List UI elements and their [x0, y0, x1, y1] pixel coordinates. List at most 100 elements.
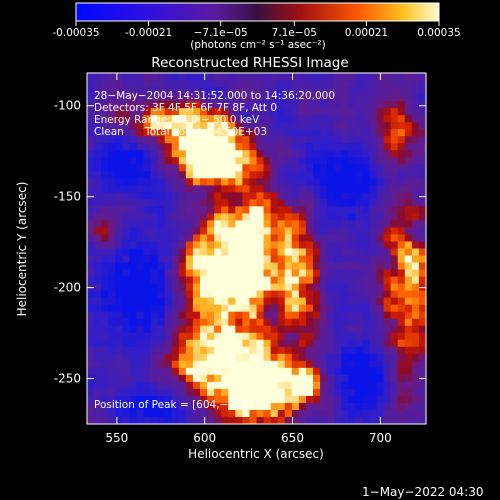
- heatmap-pixel: [143, 297, 151, 306]
- heatmap-pixel: [284, 178, 293, 186]
- heatmap-pixel: [376, 402, 385, 411]
- heatmap-pixel: [362, 416, 370, 425]
- heatmap-pixel: [320, 367, 328, 376]
- heatmap-pixel: [235, 318, 243, 327]
- heatmap-pixel: [411, 332, 420, 341]
- heatmap-pixel: [383, 87, 392, 95]
- heatmap-pixel: [284, 416, 293, 425]
- heatmap-pixel: [383, 374, 392, 383]
- heatmap-pixel: [298, 150, 307, 158]
- heatmap-pixel: [411, 409, 420, 418]
- heatmap-pixel: [270, 318, 279, 327]
- heatmap-pixel: [291, 276, 300, 284]
- heatmap-pixel: [320, 388, 328, 397]
- heatmap-pixel: [249, 87, 257, 95]
- heatmap-pixel: [341, 157, 349, 165]
- heatmap-pixel: [171, 374, 180, 383]
- heatmap-pixel: [249, 409, 257, 418]
- heatmap-pixel: [171, 248, 180, 256]
- heatmap-pixel: [115, 374, 123, 383]
- heatmap-pixel: [348, 227, 356, 235]
- heatmap-pixel: [115, 381, 123, 390]
- heatmap-pixel: [101, 367, 109, 376]
- heatmap-pixel: [228, 304, 236, 313]
- heatmap-pixel: [129, 311, 137, 320]
- heatmap-pixel: [249, 73, 257, 81]
- heatmap-pixel: [129, 199, 137, 207]
- heatmap-pixel: [411, 206, 420, 214]
- heatmap-pixel: [129, 227, 137, 235]
- heatmap-pixel: [313, 283, 321, 292]
- heatmap-pixel: [101, 409, 109, 418]
- heatmap-pixel: [334, 220, 342, 228]
- heatmap-pixel: [242, 346, 250, 355]
- heatmap-pixel: [129, 332, 137, 341]
- heatmap-pixel: [150, 185, 159, 193]
- heatmap-pixel: [284, 255, 293, 263]
- heatmap-pixel: [383, 346, 392, 355]
- heatmap-pixel: [136, 381, 144, 390]
- heatmap-pixel: [327, 80, 335, 88]
- heatmap-pixel: [397, 381, 406, 390]
- heatmap-pixel: [390, 276, 399, 284]
- heatmap-pixel: [129, 94, 137, 102]
- heatmap-pixel: [185, 206, 194, 214]
- heatmap-pixel: [313, 290, 321, 299]
- heatmap-pixel: [376, 367, 385, 376]
- heatmap-pixel: [249, 150, 257, 158]
- heatmap-pixel: [348, 199, 356, 207]
- heatmap-pixel: [192, 276, 201, 284]
- heatmap-pixel: [397, 150, 406, 158]
- heatmap-pixel: [214, 101, 222, 109]
- heatmap-pixel: [284, 171, 293, 179]
- heatmap-pixel: [284, 332, 293, 341]
- heatmap-pixel: [397, 353, 406, 362]
- heatmap-pixel: [150, 318, 159, 327]
- heatmap-pixel: [383, 248, 392, 256]
- heatmap-pixel: [313, 108, 321, 116]
- heatmap-pixel: [101, 94, 109, 102]
- heatmap-pixel: [228, 367, 236, 376]
- heatmap-pixel: [115, 276, 123, 284]
- heatmap-pixel: [369, 143, 377, 151]
- heatmap-pixel: [404, 227, 413, 235]
- annotation-total-counts: Total counts: 4.50E+03: [144, 126, 267, 138]
- heatmap-pixel: [157, 143, 166, 151]
- heatmap-pixel: [411, 227, 420, 235]
- heatmap-pixel: [143, 80, 151, 88]
- heatmap-pixel: [284, 304, 293, 313]
- heatmap-pixel: [122, 213, 130, 221]
- heatmap-pixel: [327, 346, 335, 355]
- heatmap-pixel: [256, 171, 264, 179]
- heatmap-pixel: [320, 381, 328, 390]
- heatmap-pixel: [115, 143, 123, 151]
- heatmap-pixel: [256, 346, 264, 355]
- heatmap-pixel: [115, 115, 123, 123]
- heatmap-pixel: [164, 367, 173, 376]
- heatmap-pixel: [185, 360, 194, 369]
- heatmap-pixel: [200, 290, 208, 299]
- heatmap-pixel: [87, 220, 95, 228]
- heatmap-pixel: [178, 213, 187, 221]
- heatmap-pixel: [362, 115, 370, 123]
- heatmap-pixel: [348, 346, 356, 355]
- heatmap-pixel: [397, 241, 406, 249]
- heatmap-pixel: [87, 101, 95, 109]
- heatmap-pixel: [305, 206, 314, 214]
- heatmap-pixel: [143, 276, 151, 284]
- heatmap-pixel: [334, 171, 342, 179]
- heatmap-pixel: [200, 234, 208, 242]
- heatmap-pixel: [101, 395, 109, 404]
- heatmap-pixel: [242, 129, 250, 137]
- heatmap-pixel: [192, 115, 201, 123]
- heatmap-pixel: [242, 150, 250, 158]
- heatmap-pixel: [313, 171, 321, 179]
- heatmap-pixel: [277, 374, 286, 383]
- heatmap-pixel: [157, 374, 166, 383]
- heatmap-pixel: [171, 115, 180, 123]
- heatmap-pixel: [164, 73, 173, 81]
- heatmap-pixel: [235, 227, 243, 235]
- heatmap-pixel: [355, 416, 363, 425]
- heatmap-pixel: [164, 157, 173, 165]
- heatmap-pixel: [150, 178, 159, 186]
